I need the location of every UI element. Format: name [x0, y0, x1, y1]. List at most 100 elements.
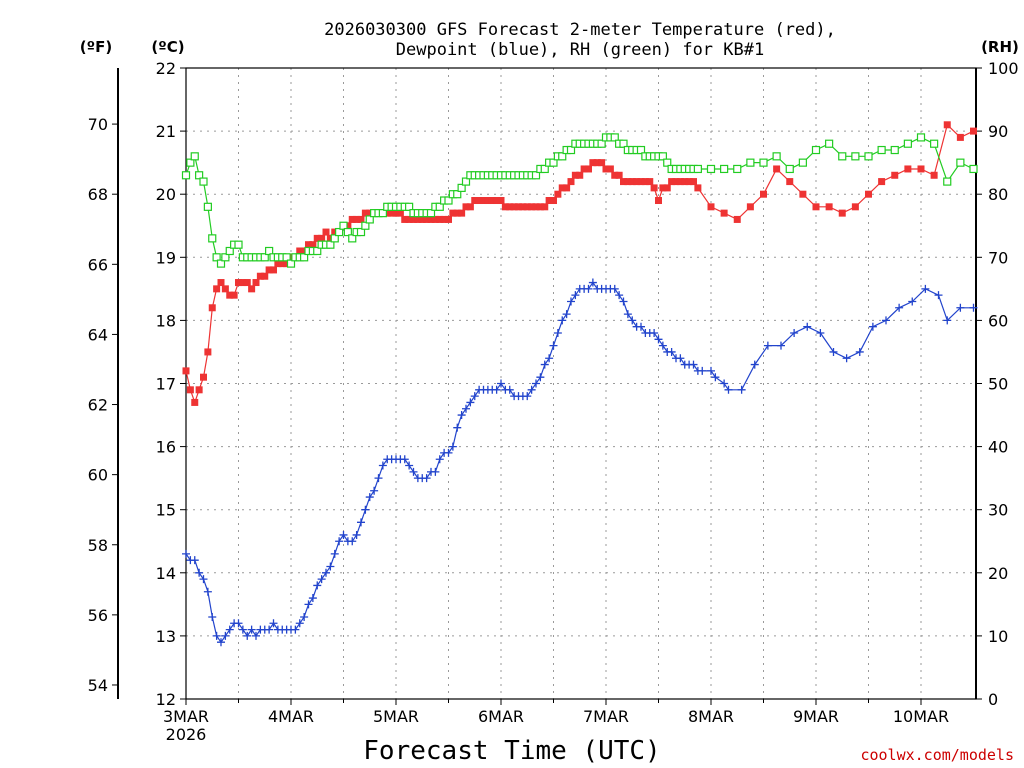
- fahrenheit-tick-label: 66: [88, 255, 108, 274]
- credit-link[interactable]: coolwx.com/models: [860, 746, 1014, 764]
- dewpoint-point: [409, 467, 418, 476]
- temperature-point: [410, 215, 417, 223]
- rh-point: [326, 240, 335, 249]
- temperature-point: [510, 203, 518, 211]
- dewpoint-point: [217, 638, 225, 647]
- temperature-point: [891, 171, 899, 179]
- temperature-point: [287, 253, 295, 261]
- temperature-point: [506, 203, 514, 211]
- chart-subtitle: Dewpoint (blue), RH (green) for KB#1: [396, 40, 764, 60]
- temperature-point: [440, 215, 448, 223]
- rh-point: [597, 139, 606, 148]
- rh-point: [361, 221, 370, 230]
- fahrenheit-tick-label: 68: [88, 185, 108, 204]
- axes: 12 13 14 15 16 17 18 19 20 21 22 54 56 58 60 62 64 66 68 70…: [88, 59, 1019, 744]
- temperature-point: [200, 373, 207, 381]
- rh-point: [636, 145, 646, 155]
- rh-point: [877, 145, 886, 155]
- dewpoint-point: [348, 537, 357, 546]
- temperature-point: [265, 266, 273, 274]
- temperature-point: [746, 203, 754, 211]
- dewpoint-point: [322, 568, 330, 577]
- dewpoint-point: [330, 549, 339, 558]
- temperature-point: [690, 178, 697, 186]
- temperature-point: [453, 209, 461, 217]
- dewpoint-point: [571, 291, 580, 300]
- temperature-point: [418, 215, 426, 223]
- temperature-point: [812, 203, 820, 211]
- temperature-point: [593, 159, 601, 167]
- temperature-point: [488, 197, 496, 205]
- dewpoint-point: [658, 341, 667, 350]
- rh-point: [619, 139, 628, 148]
- rh-tick-label: 60: [988, 311, 1008, 330]
- temperature-point: [484, 197, 492, 205]
- rh-point: [540, 164, 549, 174]
- rh-point: [212, 253, 221, 262]
- celsius-tick-label: 16: [156, 438, 176, 457]
- temperature-point: [620, 178, 627, 186]
- rh-point: [181, 171, 191, 180]
- x-tick-label: 7MAR: [583, 707, 629, 726]
- rh-point: [610, 133, 619, 142]
- temperature-point: [278, 260, 286, 268]
- rh-point: [195, 171, 204, 180]
- dewpoint-point: [243, 631, 252, 640]
- dewpoint-point: [790, 329, 799, 338]
- rh-point: [186, 158, 195, 167]
- temperature-point: [230, 291, 238, 299]
- rh-point: [199, 177, 208, 186]
- temperature-point: [637, 178, 645, 186]
- dewpoint-point: [803, 322, 812, 331]
- rh-point: [916, 133, 926, 142]
- celsius-unit-label: (ºC): [151, 38, 184, 56]
- temperature-point: [611, 171, 619, 179]
- rh-point: [663, 158, 672, 167]
- dewpoint-point: [584, 284, 593, 293]
- rh-tick-label: 100: [988, 59, 1019, 78]
- dewpoint-point: [505, 385, 514, 394]
- temperature-point: [361, 209, 369, 217]
- celsius-tick-label: 22: [156, 59, 176, 78]
- temperature-point: [322, 228, 330, 236]
- x-tick-label: 3MAR: [163, 707, 209, 726]
- rh-point: [811, 145, 821, 155]
- dewpoint-point: [553, 329, 562, 338]
- dewpoint-point: [676, 354, 685, 363]
- temperature-point: [773, 165, 781, 173]
- temperature-point: [235, 279, 242, 287]
- temperature-point: [353, 215, 361, 223]
- temperature-point: [672, 178, 680, 186]
- temperature-point: [956, 133, 964, 141]
- temperature-point: [930, 171, 938, 179]
- temperature-point: [904, 165, 912, 173]
- rh-point: [300, 253, 309, 262]
- dewpoint-point: [326, 562, 335, 571]
- grid-lines: [186, 68, 976, 699]
- temperature-point: [865, 190, 872, 198]
- dewpoint-point: [492, 385, 501, 394]
- temperature-point: [475, 197, 483, 205]
- rh-point: [225, 246, 234, 256]
- x-tick-label: 9MAR: [793, 707, 839, 726]
- fahrenheit-tick-label: 70: [88, 115, 108, 134]
- dewpoint-point: [203, 587, 212, 596]
- data-series: [181, 121, 978, 647]
- temperature-point: [252, 279, 260, 287]
- rh-point: [260, 253, 269, 262]
- dewpoint-point: [247, 625, 256, 634]
- temperature-point: [423, 215, 431, 223]
- dewpoint-point: [234, 619, 243, 628]
- temperature-point: [541, 203, 549, 211]
- temperature-point: [243, 279, 251, 287]
- rh-point: [772, 152, 781, 161]
- temperature-point: [318, 234, 326, 242]
- temperature-point: [313, 234, 321, 242]
- dewpoint-point: [269, 619, 278, 628]
- rh-point: [221, 253, 230, 262]
- dewpoint-point: [558, 316, 567, 325]
- fahrenheit-tick-label: 64: [88, 325, 108, 344]
- x-tick-label: 5MAR: [373, 707, 419, 726]
- dewpoint-point: [540, 360, 549, 369]
